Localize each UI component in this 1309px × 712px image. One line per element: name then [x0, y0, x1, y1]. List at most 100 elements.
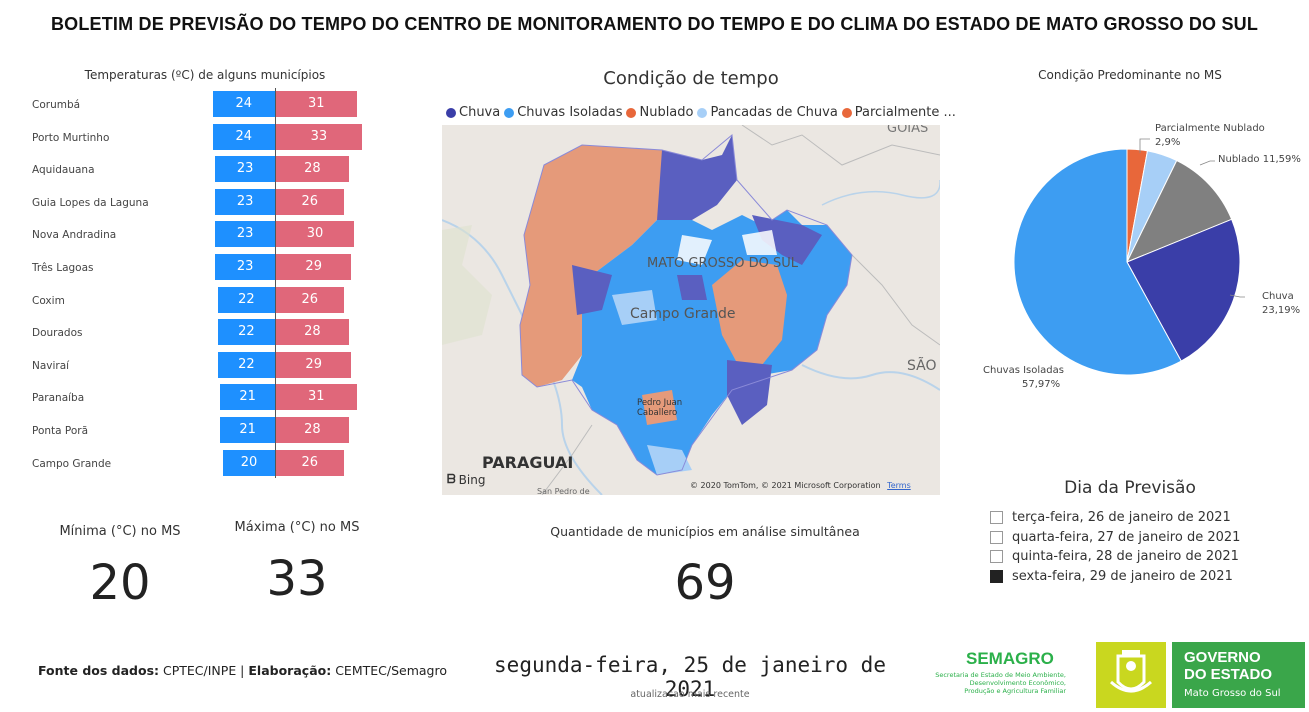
- max-temperature-bar[interactable]: 31: [276, 91, 357, 117]
- forecast-day-label: quarta-feira, 27 de janeiro de 2021: [1012, 529, 1241, 545]
- map-label-city: Pedro Juan Caballero: [637, 398, 683, 418]
- government-logo-line3: Mato Grosso do Sul: [1184, 688, 1281, 699]
- semagro-subtitle-line: Produção e Agricultura Familiar: [964, 687, 1066, 695]
- semagro-subtitle-line: Desenvolvimento Econômico,: [969, 679, 1066, 687]
- map-legend-label: Chuva: [459, 105, 501, 120]
- government-logo: GOVERNO DO ESTADO Mato Grosso do Sul: [1172, 642, 1305, 708]
- map-legend-item[interactable]: Pancadas de Chuva: [697, 105, 838, 120]
- semagro-subtitle: Secretaria de Estado de Meio Ambiente, D…: [928, 671, 1066, 695]
- pie-label-isoladas: Chuvas Isoladas: [983, 365, 1064, 376]
- semagro-subtitle-line: Secretaria de Estado de Meio Ambiente,: [935, 671, 1066, 679]
- forecast-day-option[interactable]: quinta-feira, 28 de janeiro de 2021: [990, 549, 1239, 564]
- map-legend-label: Parcialmente ...: [854, 105, 956, 120]
- max-temperature-bar[interactable]: 31: [276, 384, 357, 411]
- pie-label-isoladas-value: 57,97%: [1022, 379, 1061, 390]
- temperature-city-label: Nova Andradina: [32, 229, 117, 242]
- map-title: Condição de tempo: [603, 68, 779, 89]
- map-label-sanpedro: San Pedro de: [537, 487, 590, 495]
- temperature-chart-title: Temperaturas (ºC) de alguns municípios: [84, 68, 326, 82]
- map-legend-item[interactable]: Chuvas Isoladas: [504, 105, 622, 120]
- pie-chart-title: Condição Predominante no MS: [1038, 68, 1222, 82]
- max-temperature-bar[interactable]: 26: [276, 286, 344, 313]
- min-temp-label: Mínima (°C) no MS: [59, 524, 181, 539]
- max-temperature-bar[interactable]: 26: [276, 449, 344, 476]
- pie-label-chuva-value: 23,19%: [1262, 305, 1301, 316]
- map-legend-item[interactable]: Parcialmente ...: [841, 105, 956, 120]
- min-temperature-bar[interactable]: 22: [217, 319, 275, 346]
- pie-slice[interactable]: [1126, 218, 1241, 362]
- map-legend-label: Pancadas de Chuva: [710, 105, 838, 120]
- max-temperature-bar[interactable]: 26: [276, 188, 344, 215]
- max-temp-label: Máxima (°C) no MS: [234, 520, 360, 535]
- min-temperature-bar[interactable]: 20: [223, 449, 275, 476]
- min-temperature-bar[interactable]: 21: [220, 417, 275, 443]
- pie-slice[interactable]: [1013, 148, 1182, 376]
- source-label: Fonte dos dados:: [38, 663, 160, 678]
- government-logo-line2: DO ESTADO: [1184, 666, 1273, 683]
- min-temperature-bar[interactable]: 23: [215, 254, 275, 280]
- map-legend-label: Chuvas Isoladas: [517, 105, 623, 120]
- temperature-city-label: Coxim: [32, 294, 65, 307]
- pie-label-chuva: Chuva: [1262, 291, 1294, 302]
- max-temperature-bar[interactable]: 28: [276, 417, 349, 443]
- map-copyright: © 2020 TomTom, © 2021 Microsoft Corporat…: [690, 481, 911, 490]
- pie-leader-lines: [1139, 138, 1245, 298]
- max-temperature-bar[interactable]: 30: [276, 221, 354, 248]
- checkbox-icon[interactable]: [990, 530, 1003, 544]
- map-terms-link[interactable]: Terms: [887, 481, 911, 490]
- map-label-state: MATO GROSSO DO SUL: [647, 256, 798, 271]
- min-temperature-bar[interactable]: 23: [215, 188, 275, 215]
- min-temperature-bar[interactable]: 23: [215, 156, 275, 183]
- government-logo-line1: GOVERNO: [1184, 649, 1261, 666]
- pie-label-parcial: Parcialmente Nublado: [1155, 123, 1265, 134]
- temperature-city-label: Guia Lopes da Laguna: [32, 196, 149, 209]
- max-temperature-bar[interactable]: 33: [276, 123, 362, 150]
- weather-map[interactable]: MATO GROSSO DO SUL Campo Grande Pedro Ju…: [442, 125, 940, 495]
- temperature-city-label: Três Lagoas: [32, 262, 94, 274]
- bing-b-icon: ᗷ: [447, 472, 456, 486]
- max-temperature-bar[interactable]: 29: [276, 254, 352, 280]
- map-copyright-text: © 2020 TomTom, © 2021 Microsoft Corporat…: [690, 481, 881, 490]
- min-temperature-bar[interactable]: 24: [212, 91, 275, 117]
- max-temperature-bar[interactable]: 28: [276, 319, 349, 346]
- min-temperature-bar[interactable]: 23: [215, 221, 275, 248]
- pie-chart[interactable]: [1012, 147, 1242, 377]
- data-source: Fonte dos dados: CPTEC/INPE | Elaboração…: [38, 663, 447, 678]
- pie-label-parcial-value: 2,9%: [1155, 137, 1181, 148]
- checkbox-icon[interactable]: [990, 511, 1003, 524]
- forecast-day-option[interactable]: terça-feira, 26 de janeiro de 2021: [990, 510, 1231, 525]
- forecast-day-label: sexta-feira, 29 de janeiro de 2021: [1012, 568, 1233, 584]
- forecast-day-label: terça-feira, 26 de janeiro de 2021: [1012, 510, 1231, 525]
- temperature-city-label: Aquidauana: [32, 164, 95, 177]
- legend-dot-icon: [841, 107, 852, 118]
- bing-label: Bing: [458, 472, 486, 487]
- temperature-city-label: Dourados: [32, 327, 83, 340]
- max-temperature-bar[interactable]: 29: [276, 351, 352, 378]
- page-title: BOLETIM DE PREVISÃO DO TEMPO DO CENTRO D…: [50, 14, 1259, 34]
- legend-dot-icon: [504, 107, 515, 118]
- checkbox-icon[interactable]: [990, 550, 1003, 563]
- min-temperature-bar[interactable]: 24: [212, 123, 275, 150]
- map-legend-item[interactable]: Chuva: [446, 105, 500, 120]
- forecast-day-option[interactable]: sexta-feira, 29 de janeiro de 2021: [990, 569, 1233, 584]
- min-temperature-bar[interactable]: 22: [217, 351, 275, 378]
- temperature-city-label: Ponta Porã: [32, 425, 89, 437]
- bing-logo: ᗷ Bing: [447, 472, 485, 487]
- min-temp-value: 20: [89, 555, 151, 611]
- pie-slice[interactable]: [1125, 159, 1233, 263]
- map-svg: [442, 125, 940, 495]
- temperature-city-label: Corumbá: [32, 99, 81, 111]
- min-temperature-bar[interactable]: 21: [220, 384, 275, 411]
- elaboration-label: Elaboração:: [248, 663, 332, 678]
- temperature-city-label: Naviraí: [32, 359, 70, 372]
- map-legend-item[interactable]: Nublado: [626, 105, 693, 120]
- temperature-city-label: Paranaíba: [32, 392, 85, 405]
- forecast-day-label: quinta-feira, 28 de janeiro de 2021: [1012, 549, 1239, 564]
- temperature-city-label: Campo Grande: [32, 457, 112, 470]
- min-temperature-bar[interactable]: 22: [217, 286, 275, 313]
- checkbox-checked-icon[interactable]: [990, 569, 1003, 583]
- forecast-day-option[interactable]: quarta-feira, 27 de janeiro de 2021: [990, 530, 1240, 545]
- map-label-goias: GOIÁS: [887, 125, 929, 136]
- max-temperature-bar[interactable]: 28: [276, 156, 349, 183]
- pie-label-nublado: Nublado 11,59%: [1218, 154, 1301, 165]
